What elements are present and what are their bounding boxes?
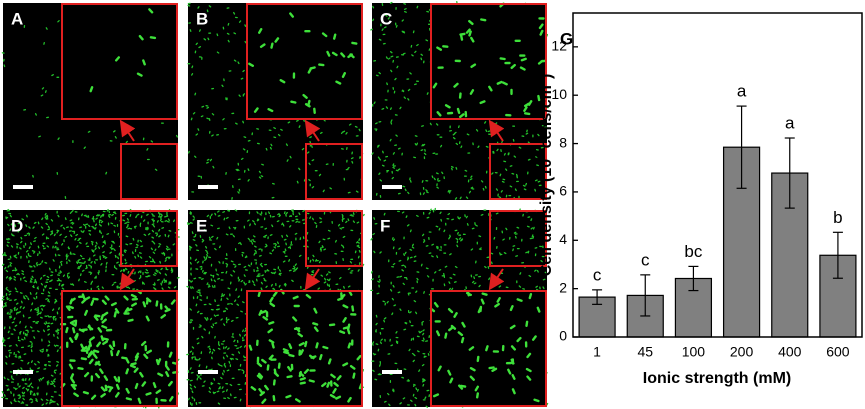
panel-label: F — [380, 216, 390, 235]
zoom-frame — [489, 143, 547, 200]
micrograph: C — [370, 1, 549, 200]
plot-frame — [572, 12, 863, 338]
y-axis-title-part: cells/cm — [538, 85, 555, 153]
inset-background — [61, 290, 178, 407]
x-tick-label: 45 — [637, 344, 653, 360]
zoom-frame — [120, 210, 178, 267]
scale-bar — [13, 370, 33, 374]
panel-label: E — [196, 216, 207, 235]
y-tick-label: 12 — [551, 38, 567, 54]
inset-background — [430, 290, 547, 407]
error-bar — [736, 105, 747, 189]
inset-cells — [248, 12, 358, 114]
zoom-frame — [305, 143, 363, 200]
zoom-arrow — [304, 119, 321, 142]
inset-cells — [248, 288, 363, 404]
significance-letter: a — [785, 113, 795, 132]
panel-label: C — [380, 9, 392, 28]
y-axis-title-part: ) — [538, 74, 555, 79]
significance-letter: c — [641, 250, 650, 269]
zoom-arrow — [119, 268, 136, 291]
micrograph: B — [187, 2, 364, 200]
significance-letter: a — [737, 82, 747, 101]
y-axis-title-part: Cell density (10 — [538, 159, 555, 276]
inset-frame — [246, 290, 363, 407]
micrograph: D — [1, 208, 180, 409]
inset-cells — [429, 290, 541, 403]
zoom-arrow — [119, 119, 136, 142]
x-axis-title: Ionic strength (mM) — [643, 370, 791, 387]
micrograph: E — [186, 209, 365, 408]
scale-bar — [382, 370, 402, 374]
zoom-arrow — [488, 119, 505, 142]
y-tick-label: 4 — [559, 231, 567, 247]
inset-cells — [59, 289, 179, 404]
scale-bar — [382, 185, 402, 189]
micrograph: A — [1, 2, 178, 200]
inset-frame — [430, 290, 547, 407]
zoom-frame — [489, 210, 547, 267]
inset-frame — [430, 3, 547, 120]
panel-label: A — [11, 9, 23, 28]
zoom-frame — [120, 143, 178, 200]
y-axis-title-sup: 6 — [535, 153, 547, 159]
error-bar — [784, 137, 795, 209]
error-bar — [832, 231, 843, 279]
x-tick-label: 100 — [682, 344, 706, 360]
y-tick-label: 0 — [559, 328, 567, 344]
zoom-frame — [305, 210, 363, 267]
x-tick-label: 600 — [826, 344, 850, 360]
y-tick-label: 2 — [559, 279, 567, 295]
x-tick-label: 200 — [730, 344, 754, 360]
error-bar — [592, 289, 603, 305]
inset-frame — [61, 3, 178, 120]
y-tick-label: 10 — [551, 86, 567, 102]
significance-letter: c — [593, 265, 602, 284]
micrographs: A B C D E F — [1, 1, 549, 409]
y-tick-label: 6 — [559, 183, 567, 199]
panel-label: G — [560, 29, 573, 48]
zoom-arrow — [304, 268, 321, 291]
panel-label: D — [11, 216, 23, 235]
y-tick-label: 8 — [559, 134, 567, 150]
y-axis-title: Cell density (106 cells/cm2) — [535, 74, 555, 277]
inset-background — [246, 3, 363, 120]
bar-chart: G Ionic strength (mM) Cell density (106 … — [535, 12, 863, 387]
y-axis-title-sup: 2 — [535, 79, 547, 85]
zoom-arrow — [488, 268, 505, 291]
inset-cells — [432, 2, 547, 119]
inset-cells — [89, 8, 157, 93]
micrograph: F — [370, 207, 549, 408]
x-tick-label: 1 — [593, 344, 601, 360]
error-bar — [688, 265, 699, 292]
significance-letter: bc — [684, 242, 702, 261]
inset-background — [430, 3, 547, 120]
significance-letter: b — [833, 208, 842, 227]
x-tick-label: 400 — [778, 344, 802, 360]
inset-frame — [61, 290, 178, 407]
scale-bar — [198, 370, 218, 374]
error-bar — [640, 274, 651, 317]
inset-background — [61, 3, 178, 120]
inset-frame — [246, 3, 363, 120]
panel-label: B — [196, 9, 208, 28]
scale-bar — [13, 185, 33, 189]
scale-bar — [198, 185, 218, 189]
